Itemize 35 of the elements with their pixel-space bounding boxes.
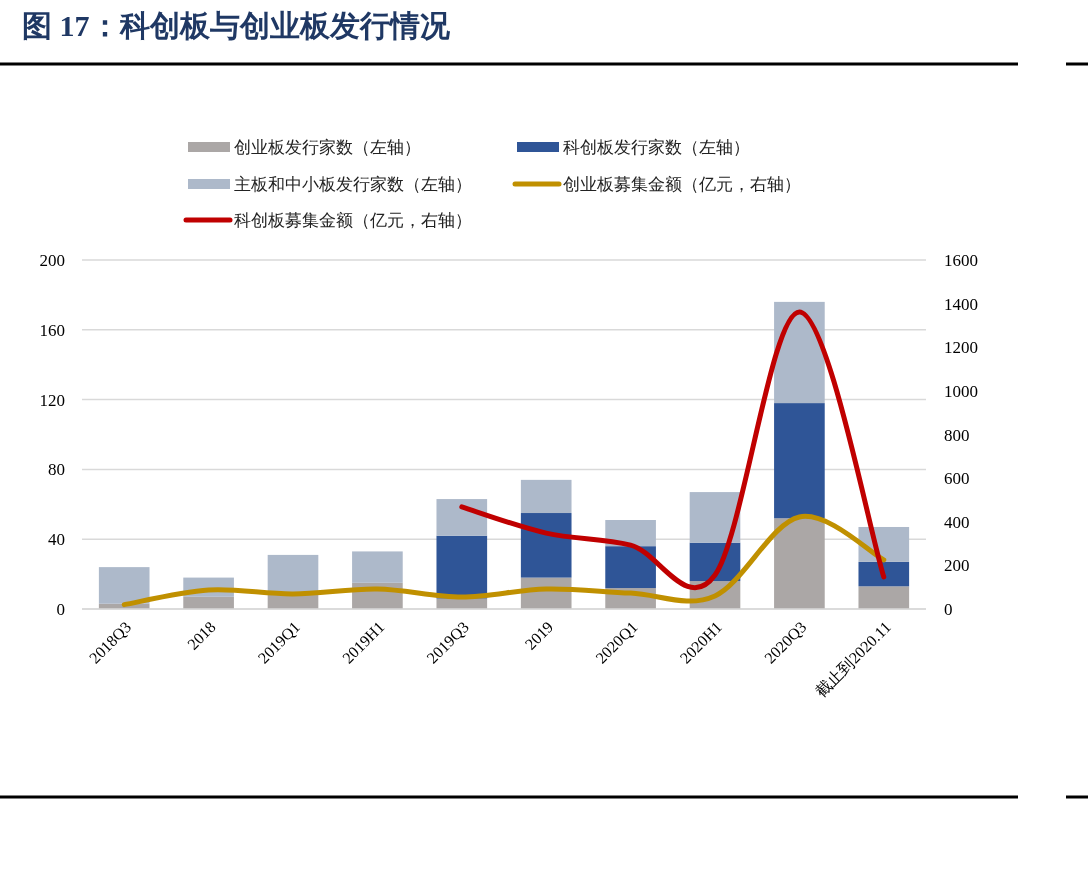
bar — [689, 492, 741, 543]
y2-tick-label: 1000 — [944, 381, 978, 401]
y2-tick-label: 600 — [944, 469, 970, 489]
y2-tick-label: 0 — [944, 600, 953, 619]
bar — [774, 518, 825, 609]
bar — [858, 561, 910, 587]
legend-label: 科创板发行家数（左轴） — [563, 138, 750, 157]
y-tick-label: 160 — [39, 320, 65, 340]
legend-label: 科创板募集金额（亿元，右轴） — [234, 211, 472, 230]
bar — [436, 535, 488, 599]
y-tick-label: 200 — [39, 251, 65, 270]
legend-label: 主板和中小板发行家数（左轴） — [234, 175, 472, 194]
bar — [774, 301, 825, 404]
y2-tick-label: 200 — [944, 556, 970, 576]
y2-tick-label: 400 — [944, 512, 970, 532]
bar — [352, 551, 403, 583]
bar — [858, 586, 910, 609]
bar — [605, 546, 656, 589]
y2-tick-label: 800 — [944, 425, 970, 445]
legend-label: 创业板发行家数（左轴） — [234, 138, 421, 157]
bar — [183, 596, 234, 609]
y2-tick-label: 1200 — [944, 338, 978, 358]
bar — [98, 567, 150, 604]
y-tick-label: 0 — [56, 600, 65, 619]
bar — [774, 403, 825, 519]
legend-label: 创业板募集金额（亿元，右轴） — [563, 175, 801, 194]
y2-tick-label: 1400 — [944, 294, 978, 314]
chart-title: 图 17：科创板与创业板发行情况 — [22, 9, 451, 42]
bar — [436, 499, 488, 536]
bar — [520, 479, 572, 514]
y-tick-label: 120 — [39, 390, 65, 410]
y-tick-label: 80 — [48, 460, 65, 480]
y-tick-label: 40 — [48, 530, 65, 550]
bar — [520, 513, 572, 578]
y2-tick-label: 1600 — [944, 251, 978, 270]
